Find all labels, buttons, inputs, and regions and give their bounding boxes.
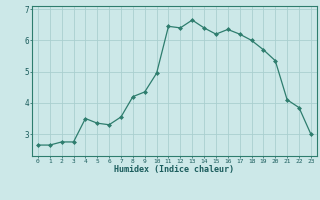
X-axis label: Humidex (Indice chaleur): Humidex (Indice chaleur): [115, 165, 234, 174]
